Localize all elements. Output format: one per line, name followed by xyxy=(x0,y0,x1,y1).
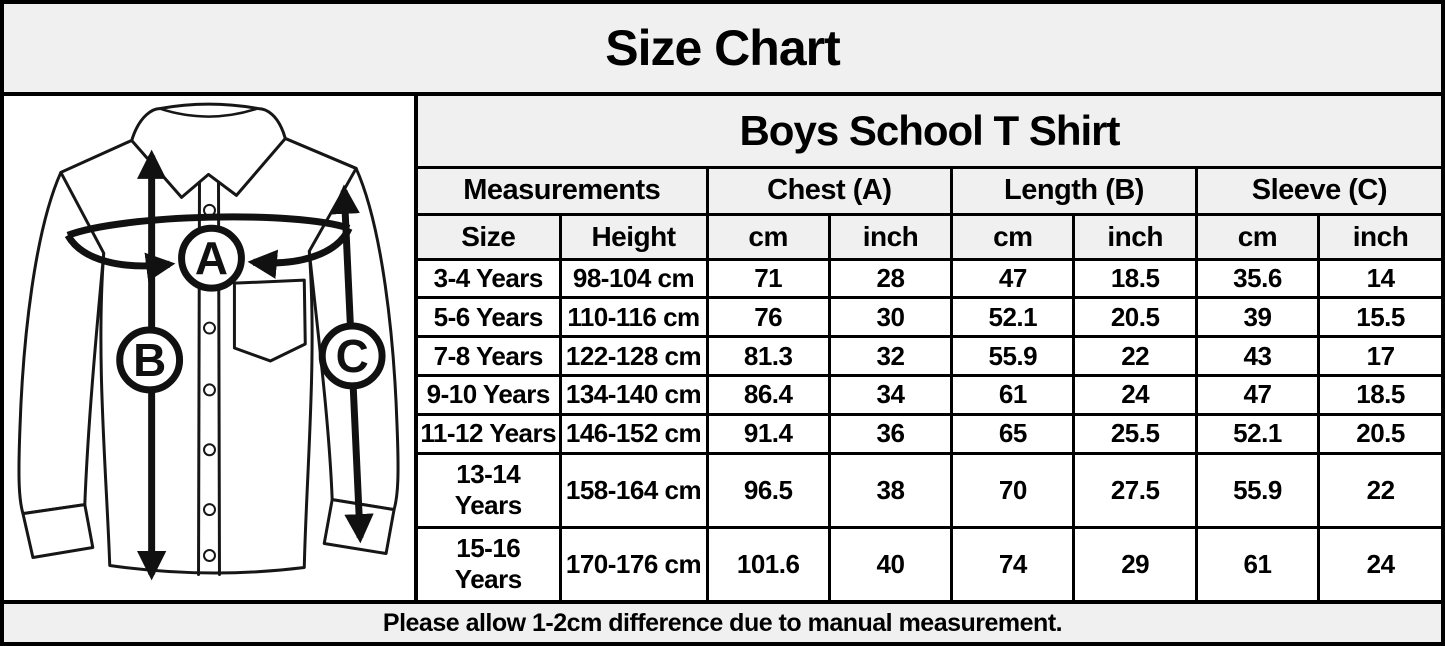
table-cell: 30 xyxy=(827,296,954,339)
column-header: Height xyxy=(558,212,709,261)
table-cell: 52.1 xyxy=(1194,412,1321,455)
group-header: Measurements xyxy=(418,165,709,216)
column-header: cm xyxy=(705,212,831,261)
table-cell: 47 xyxy=(950,257,1076,300)
group-header: Length (B) xyxy=(950,165,1198,216)
table-cell: 101.6 xyxy=(705,525,831,600)
table-cell: 15.5 xyxy=(1317,296,1441,339)
chest-label: A xyxy=(195,232,228,284)
table-cell: 15-16 Years xyxy=(418,525,562,600)
table-cell: 65 xyxy=(950,412,1076,455)
table-cell: 38 xyxy=(827,451,954,529)
table-cell: 24 xyxy=(1072,373,1198,416)
table-cell: 13-14 Years xyxy=(418,451,562,529)
column-header: Size xyxy=(418,212,562,261)
table-cell: 91.4 xyxy=(705,412,831,455)
table-cell: 9-10 Years xyxy=(418,373,562,416)
table-cell: 18.5 xyxy=(1072,257,1198,300)
label-c-badge: C xyxy=(318,322,386,390)
column-header: inch xyxy=(1317,212,1441,261)
table-cell: 28 xyxy=(827,257,954,300)
table-cell: 29 xyxy=(1072,525,1198,600)
table-cell: 98-104 cm xyxy=(558,257,709,300)
table-row: 5-6 Years 110-116 cm 76 30 52.1 20.5 39 15.5 xyxy=(418,296,1441,339)
table-cell: 47 xyxy=(1194,373,1321,416)
table-cell: 14 xyxy=(1317,257,1441,300)
column-header: cm xyxy=(950,212,1076,261)
table-cell: 5-6 Years xyxy=(418,296,562,339)
table-cell: 7-8 Years xyxy=(418,335,562,377)
column-header: cm xyxy=(1194,212,1321,261)
size-table: Boys School T Shirt Measurements Chest (A… xyxy=(418,96,1441,600)
table-cell: 76 xyxy=(705,296,831,339)
table-cell: 39 xyxy=(1194,296,1321,339)
table-cell: 122-128 cm xyxy=(558,335,709,377)
group-header: Sleeve (C) xyxy=(1194,165,1441,216)
table-cell: 24 xyxy=(1317,525,1441,600)
table-cell: 146-152 cm xyxy=(558,412,709,455)
table-row: 7-8 Years 122-128 cm 81.3 32 55.9 22 43 17 xyxy=(418,335,1441,377)
table-cell: 36 xyxy=(827,412,954,455)
page-title: Size Chart xyxy=(4,4,1441,96)
table-cell: 96.5 xyxy=(705,451,831,529)
table-cell: 34 xyxy=(827,373,954,416)
shirt-diagram-panel: A B C xyxy=(4,96,418,600)
content-area: A B C xyxy=(4,96,1441,600)
table-cell: 18.5 xyxy=(1317,373,1441,416)
product-title: Boys School T Shirt xyxy=(418,96,1441,169)
table-cell: 61 xyxy=(1194,525,1321,600)
table-cell: 74 xyxy=(950,525,1076,600)
table-row: 9-10 Years 134-140 cm 86.4 34 61 24 47 18.5 xyxy=(418,373,1441,416)
table-cell: 158-164 cm xyxy=(558,451,709,529)
table-cell: 22 xyxy=(1072,335,1198,377)
table-cell: 55.9 xyxy=(1194,451,1321,529)
table-cell: 20.5 xyxy=(1317,412,1441,455)
product-header-row: Boys School T Shirt xyxy=(418,96,1441,169)
table-cell: 17 xyxy=(1317,335,1441,377)
table-cell: 35.6 xyxy=(1194,257,1321,300)
column-header: inch xyxy=(1072,212,1198,261)
table-cell: 71 xyxy=(705,257,831,300)
label-a-badge: A xyxy=(178,224,245,292)
table-cell: 170-176 cm xyxy=(558,525,709,600)
table-cell: 81.3 xyxy=(705,335,831,377)
table-row: 13-14 Years 158-164 cm 96.5 38 70 27.5 55.9 22 xyxy=(418,451,1441,529)
table-cell: 22 xyxy=(1317,451,1441,529)
table-cell: 86.4 xyxy=(705,373,831,416)
table-row: 3-4 Years 98-104 cm 71 28 47 18.5 35.6 14 xyxy=(418,257,1441,300)
table-row: 15-16 Years 170-176 cm 101.6 40 74 29 61 24 xyxy=(418,525,1441,600)
table-cell: 25.5 xyxy=(1072,412,1198,455)
table-cell: 27.5 xyxy=(1072,451,1198,529)
table-cell: 61 xyxy=(950,373,1076,416)
length-label: B xyxy=(133,334,166,386)
table-cell: 70 xyxy=(950,451,1076,529)
sleeve-label: C xyxy=(336,330,369,382)
label-b-badge: B xyxy=(116,326,184,394)
table-cell: 52.1 xyxy=(950,296,1076,339)
sub-header-row: Size Height cm inch cm inch cm inch xyxy=(418,212,1441,261)
column-header: inch xyxy=(827,212,954,261)
group-header-row: Measurements Chest (A) Length (B) Sleeve (C… xyxy=(418,165,1441,216)
table-cell: 110-116 cm xyxy=(558,296,709,339)
table-cell: 32 xyxy=(827,335,954,377)
measurement-note: Please allow 1-2cm difference due to man… xyxy=(4,600,1441,642)
table-cell: 11-12 Years xyxy=(418,412,562,455)
table-cell: 43 xyxy=(1194,335,1321,377)
shirt-measurement-diagram-icon: A B C xyxy=(17,102,400,581)
table-cell: 55.9 xyxy=(950,335,1076,377)
table-row: 11-12 Years 146-152 cm 91.4 36 65 25.5 52.1 20.… xyxy=(418,412,1441,455)
table-cell: 3-4 Years xyxy=(418,257,562,300)
size-table-panel: Boys School T Shirt Measurements Chest (A… xyxy=(418,96,1441,600)
table-cell: 134-140 cm xyxy=(558,373,709,416)
group-header: Chest (A) xyxy=(705,165,954,216)
table-cell: 40 xyxy=(827,525,954,600)
table-cell: 20.5 xyxy=(1072,296,1198,339)
